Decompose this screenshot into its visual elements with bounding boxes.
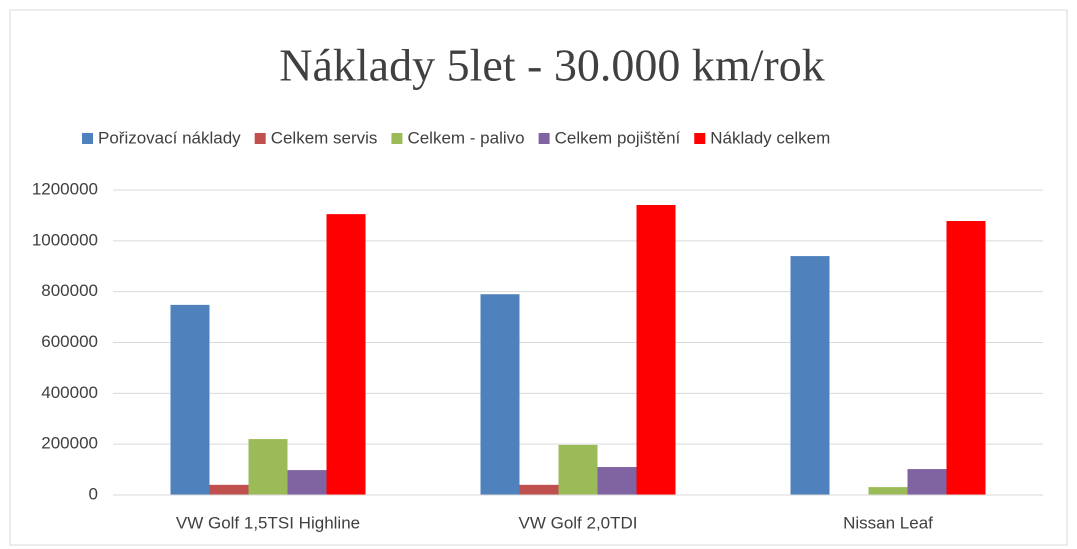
legend-swatch xyxy=(82,133,93,144)
bar xyxy=(558,444,598,495)
y-tick-label: 600000 xyxy=(41,332,98,351)
legend-swatch xyxy=(391,133,403,144)
legend-label: Náklady celkem xyxy=(710,128,830,147)
y-tick-label: 0 xyxy=(89,484,98,503)
bar xyxy=(636,204,676,495)
bar xyxy=(597,467,637,495)
x-tick-label: Nissan Leaf xyxy=(843,513,933,532)
legend-label: Celkem servis xyxy=(271,128,378,147)
y-tick-label: 1000000 xyxy=(32,230,98,249)
bar xyxy=(790,256,830,495)
bar xyxy=(287,470,327,495)
legend-label: Celkem pojištění xyxy=(555,128,681,147)
x-tick-label: VW Golf 2,0TDI xyxy=(518,513,637,532)
bar xyxy=(519,484,559,495)
bar xyxy=(946,221,986,495)
chart-title: Náklady 5let - 30.000 km/rok xyxy=(279,40,825,91)
bar xyxy=(248,439,288,495)
bar xyxy=(326,214,366,496)
legend-swatch xyxy=(538,133,550,144)
y-tick-label: 200000 xyxy=(41,434,98,453)
y-tick-label: 800000 xyxy=(41,281,98,300)
bar xyxy=(868,487,908,495)
legend-label: Pořizovací náklady xyxy=(98,128,241,147)
y-tick-label: 400000 xyxy=(41,383,98,402)
bar xyxy=(907,469,947,495)
bar xyxy=(480,294,520,495)
y-tick-label: 1200000 xyxy=(32,179,98,198)
bar xyxy=(209,484,249,495)
legend-swatch xyxy=(254,133,266,144)
bar xyxy=(170,304,210,495)
x-tick-label: VW Golf 1,5TSI Highline xyxy=(176,513,360,532)
legend-label: Celkem - palivo xyxy=(407,128,524,147)
legend-swatch xyxy=(694,133,706,144)
